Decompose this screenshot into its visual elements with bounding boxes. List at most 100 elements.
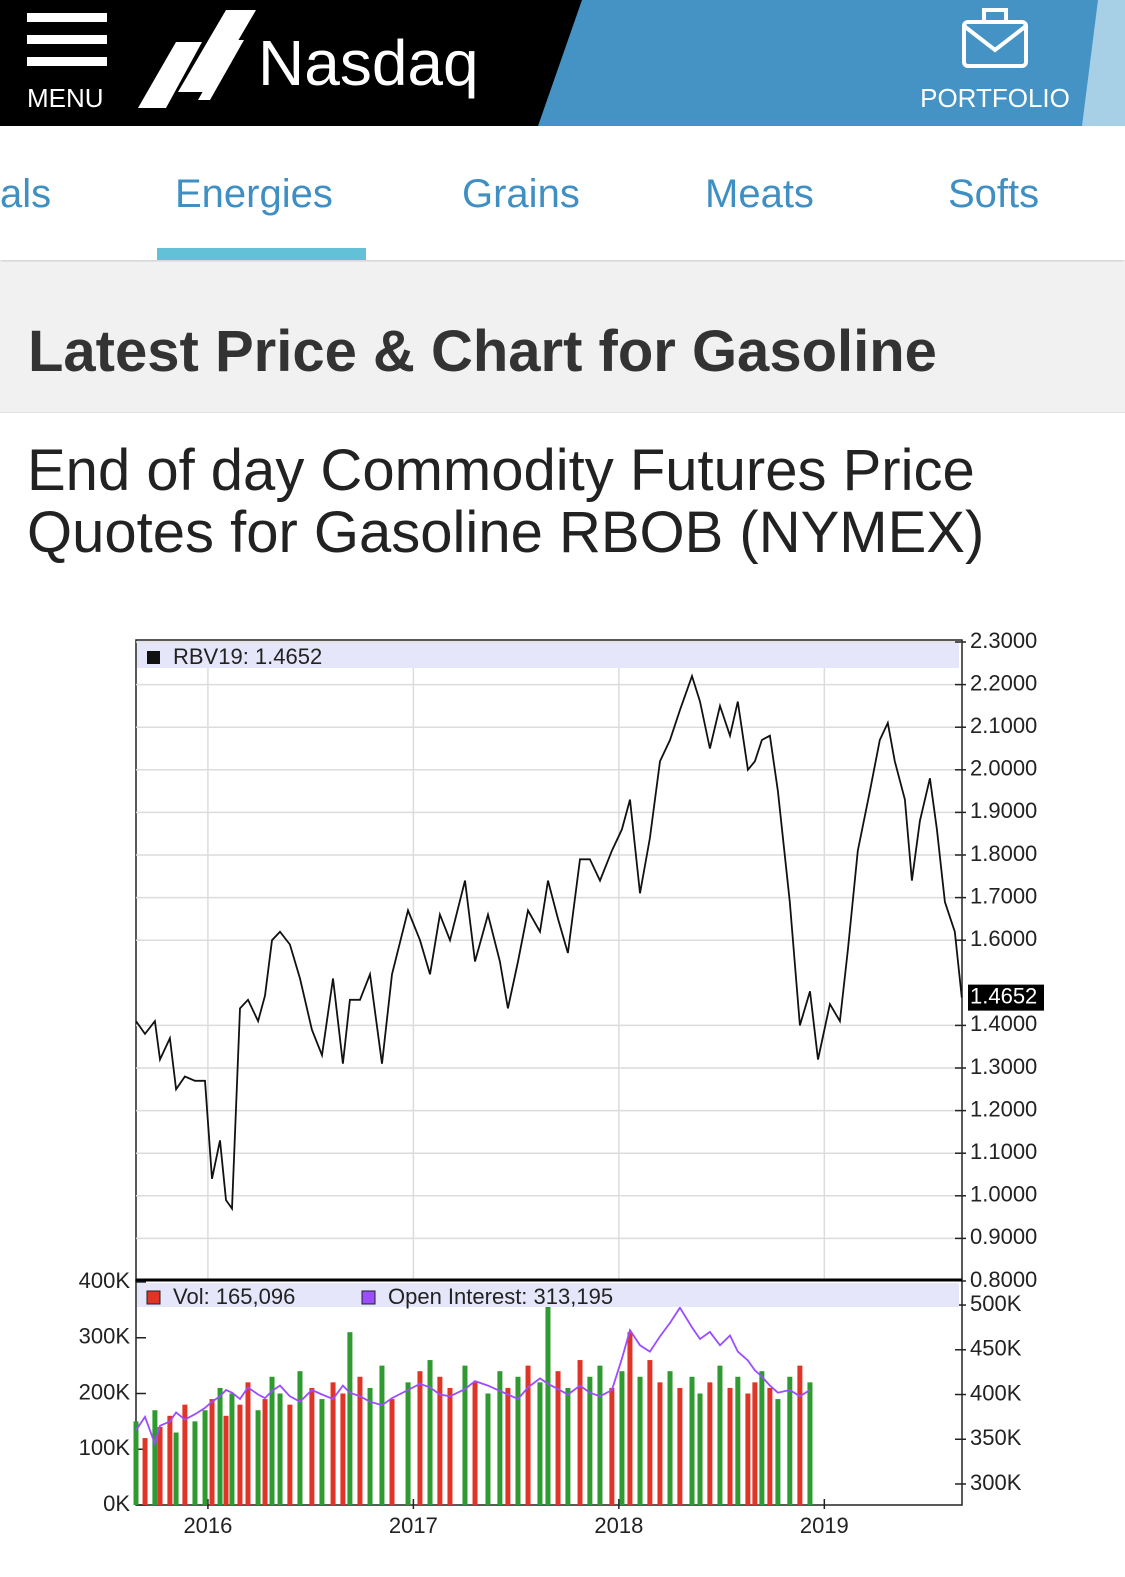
- tab[interactable]: Grains: [462, 172, 580, 216]
- volume-bar: [182, 1404, 188, 1505]
- volume-bar: [357, 1376, 363, 1505]
- legend-label: Vol: 165,096: [173, 1284, 295, 1309]
- volume-bar: [717, 1365, 723, 1505]
- volume-bar: [133, 1421, 139, 1505]
- volume-bar: [255, 1410, 261, 1505]
- volume-bar: [472, 1382, 478, 1505]
- volume-bar: [192, 1421, 198, 1505]
- menu-bar: [27, 13, 107, 22]
- volume-bar: [745, 1393, 751, 1505]
- volume-bar: [340, 1393, 346, 1505]
- price-line: [135, 673, 963, 1212]
- tab[interactable]: Softs: [948, 172, 1040, 216]
- volume-bar: [462, 1365, 468, 1505]
- y2-tick-label: 350K: [970, 1425, 1022, 1450]
- volume-bar: [389, 1399, 395, 1505]
- tab[interactable]: als: [0, 172, 52, 216]
- briefcase-handle: [982, 8, 1008, 24]
- x-tick-label: 2018: [594, 1513, 643, 1538]
- volume-bar: [545, 1304, 551, 1505]
- volume-bar: [697, 1393, 703, 1505]
- y-tick-label: 2.3000: [970, 628, 1037, 653]
- volume-bar: [637, 1376, 643, 1505]
- tab[interactable]: Energies: [175, 172, 333, 216]
- volume-bar: [707, 1382, 713, 1505]
- y-tick-label: 1.1000: [970, 1139, 1037, 1164]
- portfolio-label: PORTFOLIO: [920, 83, 1070, 113]
- volume-bar: [157, 1426, 163, 1505]
- menu-bar: [27, 35, 107, 44]
- volume-bar: [202, 1410, 208, 1505]
- volume-bar: [727, 1387, 733, 1505]
- y-tick-label: 2.0000: [970, 756, 1037, 781]
- volume-bar: [142, 1438, 148, 1505]
- y-tick-label: 1.7000: [970, 883, 1037, 908]
- y2-tick-label: 300K: [970, 1470, 1022, 1495]
- y-tick-label: 100K: [79, 1435, 131, 1460]
- legend-band: [137, 1283, 959, 1307]
- volume-bar: [437, 1376, 443, 1505]
- legend-label: Open Interest: 313,195: [388, 1284, 613, 1309]
- volume-bar: [447, 1387, 453, 1505]
- header-blue: [538, 0, 1125, 126]
- volume-bar: [807, 1382, 813, 1505]
- y-tick-label: 2.1000: [970, 713, 1037, 738]
- logo-mark: [178, 10, 256, 92]
- y-tick-label: 1.2000: [970, 1096, 1037, 1121]
- y-tick-label: 2.2000: [970, 670, 1037, 695]
- volume-bar: [245, 1382, 251, 1505]
- plot-frame: [135, 639, 963, 1282]
- legend-swatch: [361, 1290, 376, 1305]
- y-tick-label: 1.4000: [970, 1011, 1037, 1036]
- volume-bar: [565, 1387, 571, 1505]
- volume-bar: [347, 1332, 353, 1505]
- logo-mark: [198, 40, 244, 100]
- volume-bar: [797, 1365, 803, 1505]
- volume-bar: [427, 1360, 433, 1505]
- page-heading: End of day Commodity Futures Price Quote…: [27, 438, 985, 565]
- volume-bar: [319, 1399, 325, 1505]
- volume-bar: [767, 1387, 773, 1505]
- volume-bar: [689, 1376, 695, 1505]
- volume-bar: [787, 1376, 793, 1505]
- x-tick-label: 2019: [800, 1513, 849, 1538]
- volume-bar: [627, 1332, 633, 1505]
- volume-bar: [525, 1365, 531, 1505]
- briefcase-flap: [962, 24, 1028, 53]
- logo[interactable]: Nasdaq: [138, 10, 479, 108]
- tab[interactable]: Meats: [705, 172, 814, 216]
- y-tick-label: 300K: [79, 1324, 131, 1349]
- portfolio-button[interactable]: PORTFOLIO: [920, 8, 1070, 113]
- legend-swatch: [147, 651, 160, 664]
- y2-tick-label: 450K: [970, 1336, 1022, 1361]
- volume-bar: [309, 1387, 315, 1505]
- y-tick-label: 1.9000: [970, 798, 1037, 823]
- volume-bar: [167, 1415, 173, 1505]
- logo-mark: [138, 42, 202, 108]
- volume-bar: [485, 1393, 491, 1505]
- volume-bar: [297, 1371, 303, 1505]
- volume-bar: [752, 1382, 758, 1505]
- y-tick-label: 200K: [79, 1379, 131, 1404]
- y-tick-label: 0.8000: [970, 1267, 1037, 1292]
- legend-swatch: [146, 1290, 161, 1305]
- volume-bar: [587, 1376, 593, 1505]
- y2-tick-label: 400K: [970, 1380, 1022, 1405]
- y-tick-label: 0.9000: [970, 1224, 1037, 1249]
- tab-bar: als Energies Grains Meats Softs: [0, 126, 1125, 260]
- volume-bar: [677, 1387, 683, 1505]
- volume-bar: [667, 1371, 673, 1505]
- volume-bar: [217, 1387, 223, 1505]
- logo-text: Nasdaq: [258, 27, 479, 99]
- menu-bar: [27, 57, 107, 66]
- menu-button[interactable]: MENU: [27, 13, 107, 113]
- last-price-tag: [968, 984, 1044, 1011]
- header-edge: [1082, 0, 1125, 126]
- y2-tick-label: 500K: [970, 1291, 1022, 1316]
- legend-label: RBV19: 1.4652: [173, 644, 322, 669]
- last-price-label: 1.4652: [970, 983, 1037, 1008]
- y-tick-label: 400K: [79, 1268, 131, 1293]
- volume-bar: [287, 1404, 293, 1505]
- header: MENU Nasdaq PORTFOLIO: [0, 0, 1125, 126]
